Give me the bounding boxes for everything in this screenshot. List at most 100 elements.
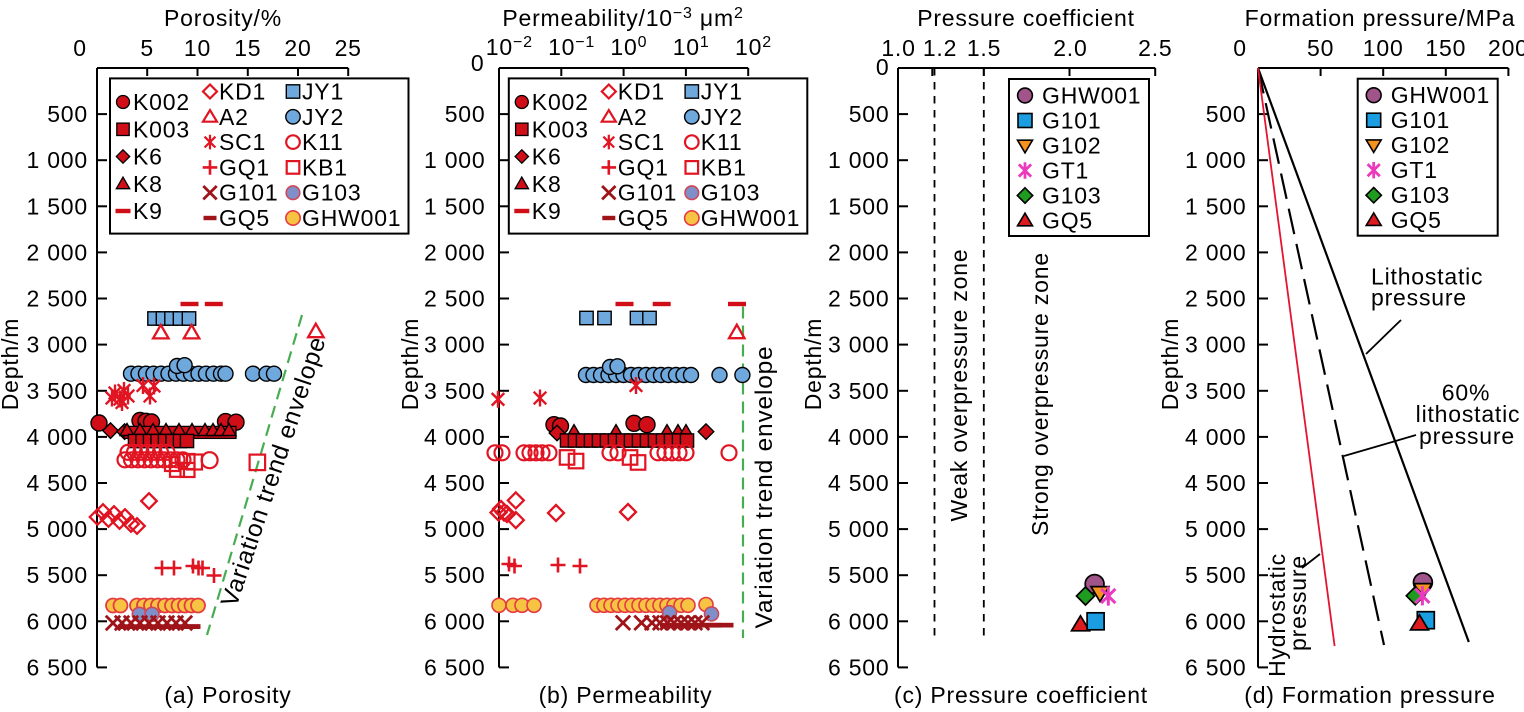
svg-text:6 500: 6 500 [1185, 654, 1247, 680]
svg-text:GQ5: GQ5 [219, 205, 270, 231]
svg-text:GQ1: GQ1 [219, 154, 270, 180]
svg-text:JY1: JY1 [701, 79, 743, 105]
svg-text:K8: K8 [133, 171, 163, 197]
svg-text:GT1: GT1 [1391, 157, 1438, 183]
svg-text:25: 25 [335, 35, 362, 61]
svg-text:4 500: 4 500 [424, 470, 486, 496]
svg-text:G101: G101 [1391, 107, 1450, 133]
svg-text:JY2: JY2 [302, 104, 344, 130]
svg-text:G103: G103 [1042, 183, 1101, 209]
svg-text:2 000: 2 000 [424, 239, 486, 265]
svg-text:K11: K11 [302, 129, 344, 155]
svg-text:2 000: 2 000 [26, 239, 88, 265]
svg-text:K6: K6 [532, 144, 562, 170]
svg-text:KB1: KB1 [701, 154, 747, 180]
svg-text:SC1: SC1 [618, 129, 665, 155]
svg-text:K9: K9 [532, 198, 562, 224]
svg-text:50: 50 [1307, 35, 1334, 61]
svg-text:GHW001: GHW001 [701, 205, 800, 231]
svg-text:5 000: 5 000 [828, 516, 890, 542]
svg-text:3 000: 3 000 [828, 332, 890, 358]
svg-text:15: 15 [234, 35, 261, 61]
svg-text:4 500: 4 500 [828, 470, 890, 496]
svg-text:2 500: 2 500 [828, 286, 890, 312]
svg-text:K003: K003 [133, 116, 190, 142]
svg-text:G103: G103 [1391, 182, 1450, 208]
svg-text:G102: G102 [1391, 132, 1450, 158]
svg-text:K6: K6 [133, 144, 163, 170]
svg-text:SC1: SC1 [219, 129, 266, 155]
svg-text:60%: 60% [1442, 380, 1490, 406]
svg-text:1 500: 1 500 [828, 193, 890, 219]
svg-text:500: 500 [1206, 101, 1247, 127]
svg-text:Porosity/%: Porosity/% [164, 5, 282, 31]
svg-text:2 500: 2 500 [424, 286, 486, 312]
svg-text:Hydrostatic: Hydrostatic [1264, 553, 1290, 677]
svg-text:4 000: 4 000 [1185, 424, 1247, 450]
svg-text:3 500: 3 500 [26, 378, 88, 404]
svg-text:3 000: 3 000 [1185, 332, 1247, 358]
svg-text:K9: K9 [133, 198, 163, 224]
svg-text:5 500: 5 500 [26, 562, 88, 588]
svg-text:K002: K002 [133, 89, 190, 115]
svg-text:JY2: JY2 [701, 104, 743, 130]
svg-text:(d) Formation pressure: (d) Formation pressure [1244, 682, 1496, 708]
svg-text:5 500: 5 500 [424, 562, 486, 588]
svg-text:200: 200 [1488, 35, 1524, 61]
svg-text:G101: G101 [219, 180, 278, 206]
svg-text:GQ1: GQ1 [618, 154, 669, 180]
svg-text:1 000: 1 000 [828, 147, 890, 173]
svg-text:0: 0 [471, 50, 485, 76]
svg-text:100: 100 [1363, 35, 1404, 61]
svg-text:pressure: pressure [1371, 285, 1467, 311]
svg-text:4 000: 4 000 [26, 424, 88, 450]
svg-text:KD1: KD1 [219, 79, 266, 105]
svg-text:G103: G103 [701, 180, 760, 206]
svg-text:Strong overpressure zone: Strong overpressure zone [1027, 252, 1053, 536]
svg-text:6 000: 6 000 [424, 608, 486, 634]
svg-text:1.5: 1.5 [967, 35, 1001, 61]
svg-text:(b) Permeability: (b) Permeability [539, 682, 713, 708]
svg-text:1 000: 1 000 [26, 147, 88, 173]
svg-text:Formation pressure/MPa: Formation pressure/MPa [1245, 5, 1516, 31]
svg-text:5: 5 [140, 35, 154, 61]
svg-text:6 500: 6 500 [828, 654, 890, 680]
svg-text:4 000: 4 000 [828, 424, 890, 450]
svg-text:5 500: 5 500 [828, 562, 890, 588]
svg-text:Variation trend envelope: Variation trend envelope [751, 346, 778, 629]
svg-text:3 000: 3 000 [26, 332, 88, 358]
svg-text:0: 0 [73, 35, 87, 61]
svg-text:K002: K002 [532, 89, 589, 115]
svg-text:GHW001: GHW001 [302, 205, 401, 231]
svg-text:GHW001: GHW001 [1391, 82, 1490, 108]
svg-text:4 000: 4 000 [424, 424, 486, 450]
svg-text:(c) Pressure coefficient: (c) Pressure coefficient [894, 682, 1148, 708]
svg-text:Lithostatic: Lithostatic [1371, 264, 1483, 290]
svg-text:2.0: 2.0 [1053, 35, 1087, 61]
svg-text:lithostatic: lithostatic [1416, 401, 1521, 427]
svg-text:Permeability/10−3 μm2: Permeability/10−3 μm2 [502, 5, 743, 31]
svg-text:1 500: 1 500 [424, 193, 486, 219]
svg-text:KB1: KB1 [302, 154, 348, 180]
svg-text:GQ5: GQ5 [1042, 208, 1093, 234]
svg-text:G103: G103 [302, 180, 361, 206]
svg-text:Pressure coefficient: Pressure coefficient [917, 5, 1135, 31]
svg-text:A2: A2 [618, 104, 648, 130]
svg-text:JY1: JY1 [302, 79, 344, 105]
svg-text:4 500: 4 500 [26, 470, 88, 496]
svg-text:Depth/m: Depth/m [0, 318, 23, 411]
svg-text:2 000: 2 000 [828, 239, 890, 265]
svg-text:G102: G102 [1042, 133, 1101, 159]
svg-text:G101: G101 [1042, 108, 1101, 134]
svg-text:10: 10 [184, 35, 211, 61]
svg-text:2 500: 2 500 [26, 286, 88, 312]
svg-text:G101: G101 [618, 180, 677, 206]
svg-text:2.5: 2.5 [1138, 35, 1172, 61]
svg-text:(a) Porosity: (a) Porosity [164, 682, 291, 708]
svg-text:GHW001: GHW001 [1042, 83, 1141, 109]
svg-text:20: 20 [284, 35, 311, 61]
svg-text:Weak overpressure zone: Weak overpressure zone [946, 249, 972, 522]
svg-text:Depth/m: Depth/m [397, 318, 423, 411]
svg-text:GT1: GT1 [1042, 158, 1089, 184]
svg-text:6 000: 6 000 [26, 608, 88, 634]
